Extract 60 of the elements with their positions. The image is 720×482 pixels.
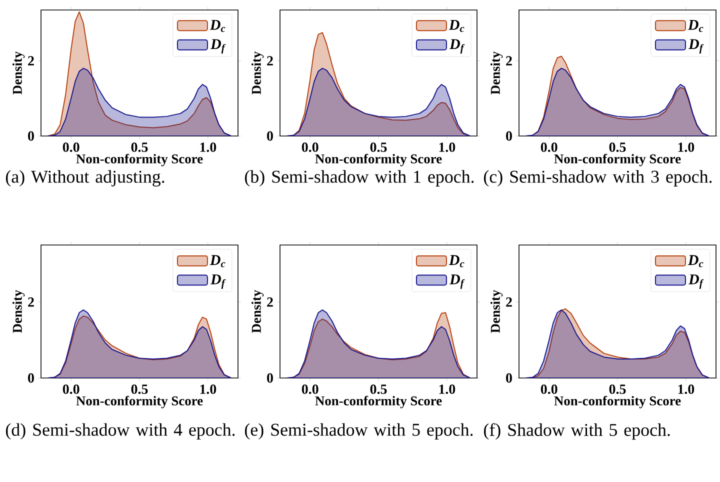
- y-tick-label: 2: [28, 297, 34, 307]
- x-tick-label: 1.0: [678, 384, 694, 394]
- legend-label: D$_{c}$: [210, 20, 226, 32]
- x-tick-label: 1.0: [439, 142, 456, 152]
- legend-label: D$_{f}$: [449, 274, 465, 289]
- y-tick-label: 0: [267, 373, 273, 383]
- y-tick-label: 0: [28, 373, 34, 383]
- x-tick-label: 0.0: [540, 384, 558, 394]
- x-tick-label: 0.0: [62, 142, 80, 152]
- x-axis-title: Non-conformity Score: [554, 396, 681, 408]
- x-tick-label: 1.0: [439, 384, 456, 394]
- legend-label: D$_{f}$: [688, 39, 704, 54]
- x-tick-label: 0.5: [370, 142, 387, 152]
- y-tick-label: 2: [267, 297, 273, 307]
- x-axis-title: Non-conformity Score: [76, 154, 203, 166]
- x-tick-label: 0.0: [62, 384, 80, 394]
- text: (a) Without adjusting.: [6, 170, 164, 187]
- y-axis-title: Density: [12, 51, 25, 94]
- x-tick-label: 0.0: [302, 142, 318, 152]
- y-tick-label: 0: [267, 131, 273, 141]
- legend-label: D$_{c}$: [448, 20, 464, 32]
- legend-label: D$_{c}$: [688, 255, 704, 268]
- y-tick-label: 2: [506, 56, 512, 66]
- y-axis-title: Density: [251, 51, 264, 94]
- x-tick-label: 0.5: [609, 384, 626, 394]
- x-tick-label: 0.5: [131, 384, 148, 394]
- legend-label: D$_{f}$: [688, 274, 704, 289]
- x-tick-label: 0.5: [131, 142, 148, 152]
- legend-label: D$_{f}$: [210, 274, 226, 289]
- x-tick-label: 1.0: [678, 142, 694, 152]
- x-tick-label: 0.5: [370, 384, 387, 394]
- x-tick-label: 0.5: [609, 142, 626, 152]
- y-axis-title: Density: [490, 51, 503, 94]
- text: (e) Semi-shadow with 5 epoch.: [244, 423, 473, 440]
- legend-label: D$_{c}$: [688, 20, 704, 32]
- y-tick-label: 0: [506, 373, 512, 383]
- y-tick-label: 2: [267, 56, 273, 66]
- y-axis-title: Density: [251, 290, 264, 333]
- legend-label: D$_{f}$: [210, 39, 226, 54]
- y-tick-label: 0: [28, 131, 34, 141]
- x-axis-title: Non-conformity Score: [76, 396, 203, 408]
- x-tick-label: 1.0: [200, 384, 216, 394]
- legend-label: D$_{f}$: [449, 39, 465, 54]
- y-tick-label: 2: [506, 297, 512, 307]
- text: (d) Semi-shadow with 4 epoch.: [6, 423, 235, 440]
- x-axis-title: Non-conformity Score: [315, 396, 442, 408]
- x-tick-label: 1.0: [200, 142, 216, 152]
- x-axis-title: Non-conformity Score: [315, 154, 442, 166]
- legend-label: D$_{c}$: [210, 255, 226, 268]
- x-tick-label: 0.0: [302, 384, 318, 394]
- y-axis-title: Density: [490, 290, 503, 333]
- text: (b) Semi-shadow with 1 epoch.: [244, 170, 474, 186]
- y-axis-title: Density: [12, 290, 25, 333]
- y-tick-label: 2: [28, 56, 34, 66]
- text: (f) Shadow with 5 epoch.: [484, 423, 670, 440]
- text: (c) Semi-shadow with 3 epoch.: [484, 170, 712, 186]
- legend-label: D$_{c}$: [448, 255, 464, 268]
- y-tick-label: 0: [506, 131, 512, 141]
- x-tick-label: 0.0: [540, 142, 558, 152]
- x-axis-title: Non-conformity Score: [554, 154, 681, 166]
